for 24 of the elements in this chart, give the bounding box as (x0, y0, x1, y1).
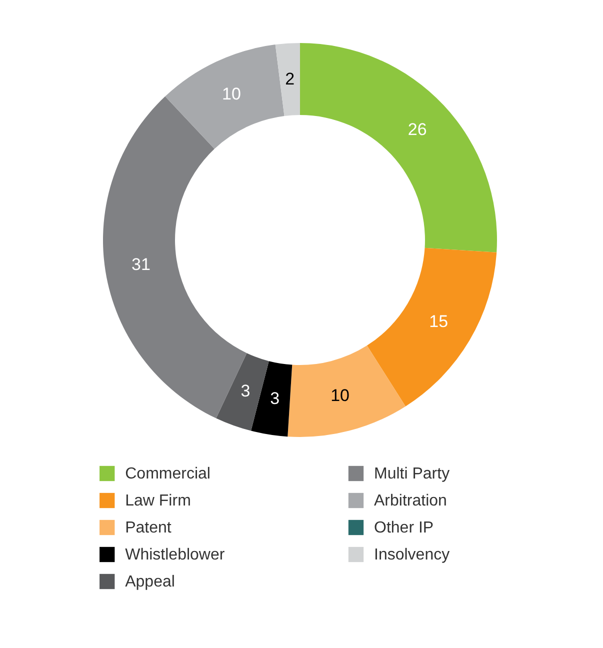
data-label: 10 (222, 84, 241, 104)
data-label: 15 (429, 312, 448, 331)
legend-label: Multi Party (374, 466, 450, 482)
legend-label: Law Firm (125, 492, 191, 510)
donut-slice (300, 43, 497, 252)
donut-slice (288, 346, 406, 437)
legend-label: Whistleblower (125, 546, 226, 564)
donut-slice (165, 44, 284, 149)
donut-slice (275, 43, 300, 116)
data-label: 2 (285, 69, 295, 88)
data-label: 26 (408, 120, 427, 139)
donut-slice (366, 248, 497, 406)
data-label: 3 (240, 381, 250, 400)
legend-label: Insolvency (374, 546, 450, 564)
data-label: 31 (132, 255, 150, 274)
donut-slice (216, 353, 269, 431)
data-label: 10 (330, 386, 350, 405)
data-label: 3 (270, 389, 280, 408)
legend-label: Arbitration (374, 492, 447, 510)
donut-slice (251, 361, 292, 437)
legend-label: Commercial (125, 466, 210, 482)
legend-label: Patent (125, 520, 172, 536)
legend-label: Other IP (374, 520, 434, 536)
legend-label: Appeal (125, 574, 175, 590)
